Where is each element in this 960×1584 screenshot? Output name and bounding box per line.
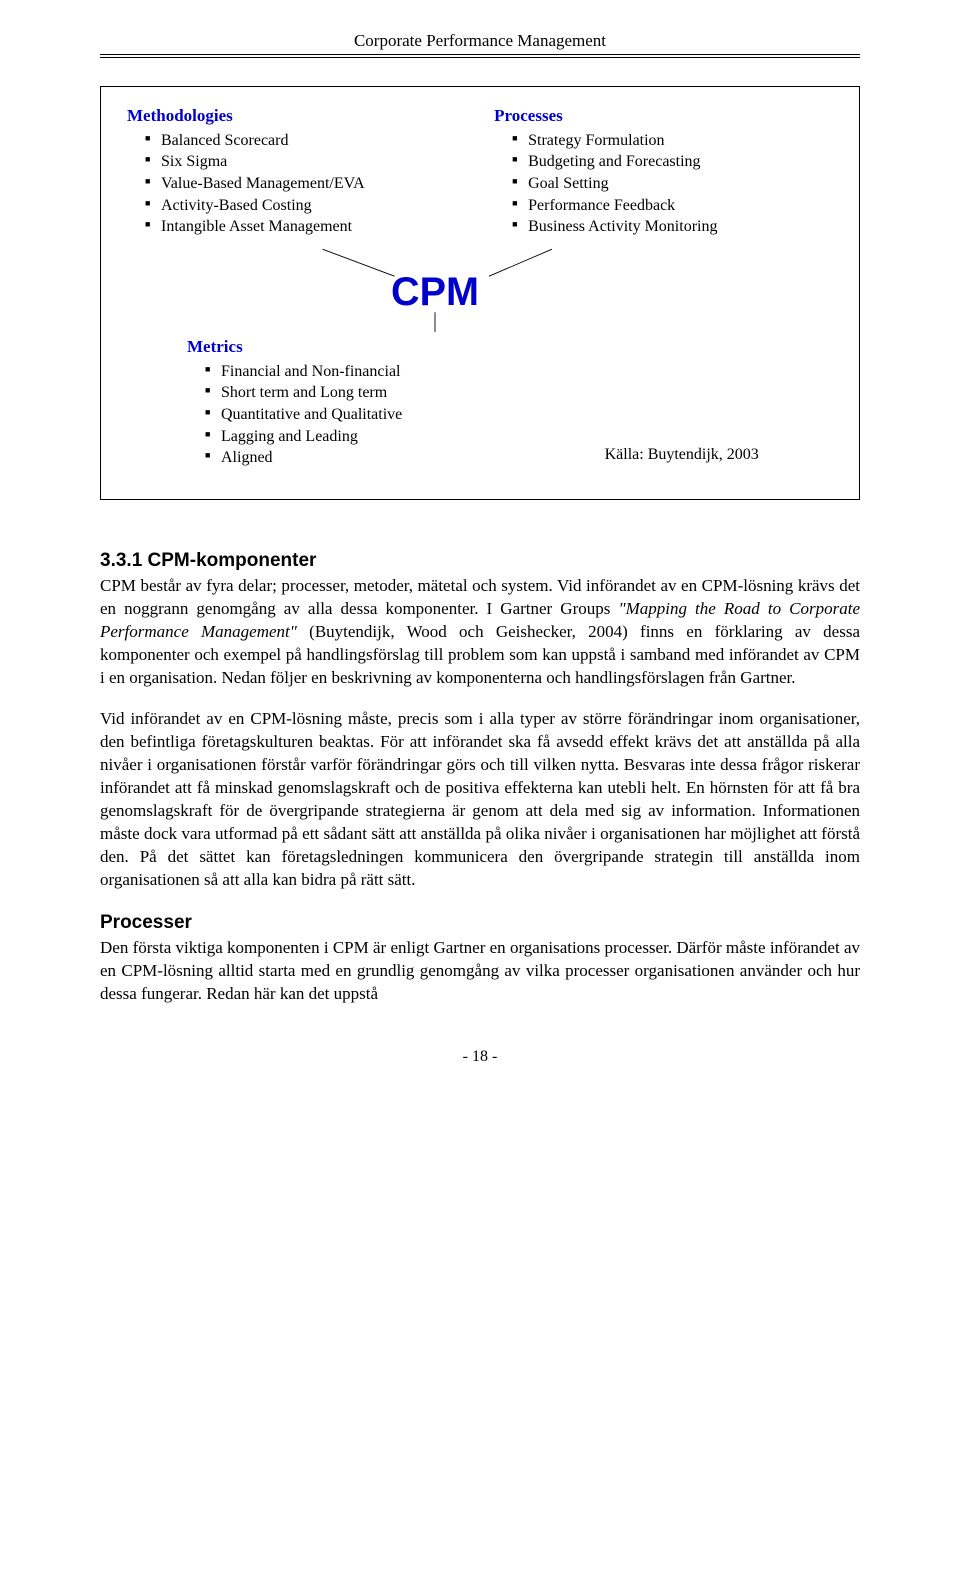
metrics-heading: Metrics	[187, 336, 575, 359]
list-item: Aligned	[205, 447, 575, 469]
list-item: Intangible Asset Management	[145, 216, 466, 238]
subsection-heading-processer: Processer	[100, 910, 860, 936]
cpm-center-label: CPM	[391, 270, 479, 314]
diagram-connectors: CPM	[127, 242, 833, 332]
diagram-source: Källa: Buytendijk, 2003	[605, 444, 759, 466]
list-item: Performance Feedback	[512, 195, 833, 217]
header-rule	[100, 57, 860, 58]
list-item: Six Sigma	[145, 151, 466, 173]
diagram-top-row: Methodologies Balanced Scorecard Six Sig…	[127, 105, 833, 238]
body-paragraph-1: CPM består av fyra delar; processer, met…	[100, 575, 860, 690]
list-item: Quantitative and Qualitative	[205, 404, 575, 426]
processes-column: Processes Strategy Formulation Budgeting…	[494, 105, 833, 238]
cpm-diagram-box: Methodologies Balanced Scorecard Six Sig…	[100, 86, 860, 500]
section-heading-331: 3.3.1 CPM-komponenter	[100, 548, 860, 574]
metrics-list: Financial and Non-financial Short term a…	[187, 361, 575, 469]
list-item: Value-Based Management/EVA	[145, 173, 466, 195]
page-footer: - 18 -	[100, 1046, 860, 1068]
metrics-column: Metrics Financial and Non-financial Shor…	[187, 336, 575, 469]
processes-heading: Processes	[494, 105, 833, 128]
list-item: Strategy Formulation	[512, 130, 833, 152]
body-paragraph-2: Vid införandet av en CPM-lösning måste, …	[100, 708, 860, 892]
list-item: Lagging and Leading	[205, 426, 575, 448]
body-paragraph-3: Den första viktiga komponenten i CPM är …	[100, 937, 860, 1006]
page-header: Corporate Performance Management	[100, 30, 860, 53]
list-item: Business Activity Monitoring	[512, 216, 833, 238]
list-item: Balanced Scorecard	[145, 130, 466, 152]
list-item: Activity-Based Costing	[145, 195, 466, 217]
methodologies-column: Methodologies Balanced Scorecard Six Sig…	[127, 105, 466, 238]
list-item: Short term and Long term	[205, 382, 575, 404]
metrics-row: Metrics Financial and Non-financial Shor…	[127, 336, 833, 469]
processes-list: Strategy Formulation Budgeting and Forec…	[494, 130, 833, 238]
list-item: Financial and Non-financial	[205, 361, 575, 383]
list-item: Budgeting and Forecasting	[512, 151, 833, 173]
methodologies-heading: Methodologies	[127, 105, 466, 128]
list-item: Goal Setting	[512, 173, 833, 195]
methodologies-list: Balanced Scorecard Six Sigma Value-Based…	[127, 130, 466, 238]
page-title: Corporate Performance Management	[354, 31, 606, 50]
